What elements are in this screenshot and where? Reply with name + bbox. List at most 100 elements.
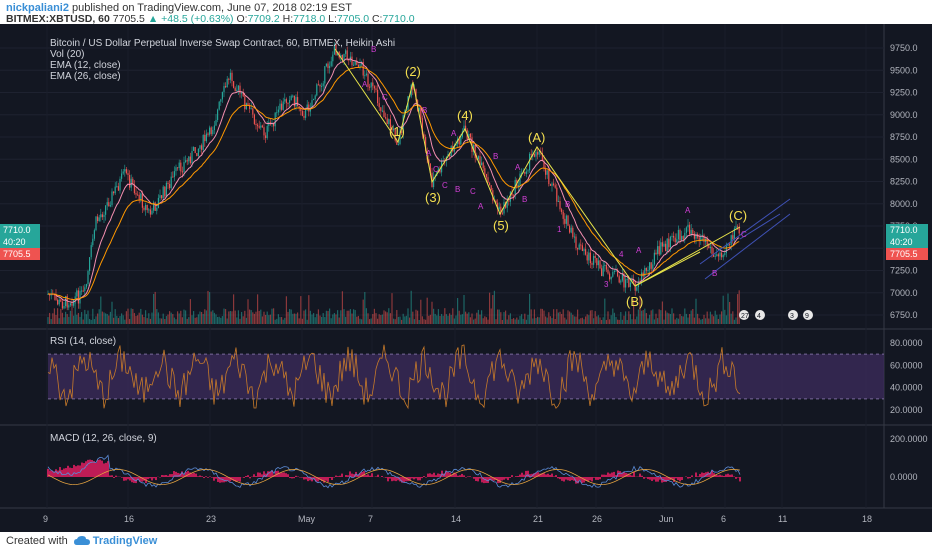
wave-label-b[interactable]: (B) — [626, 294, 643, 309]
candle-body — [690, 229, 692, 235]
event-label[interactable]: 9 — [805, 313, 809, 320]
volume-bar — [682, 316, 684, 324]
candle-body — [145, 204, 147, 210]
sub-label[interactable]: C — [470, 187, 476, 196]
wave-label-2[interactable]: (2) — [405, 64, 421, 79]
event-marker[interactable] — [755, 310, 765, 320]
main-legend[interactable]: Bitcoin / US Dollar Perpetual Inverse Sw… — [50, 38, 395, 82]
sub-label[interactable]: A — [636, 246, 642, 255]
sub-label[interactable]: C — [741, 230, 747, 239]
volume-bar — [412, 311, 414, 324]
candle-body — [341, 54, 343, 60]
candle-body — [178, 162, 180, 169]
macd-histogram-bar — [687, 477, 689, 479]
sub-label[interactable]: B — [712, 269, 717, 278]
author-link[interactable]: nickpaliani2 — [6, 2, 69, 14]
sub-label[interactable]: A — [426, 149, 432, 158]
sub-label[interactable]: C — [433, 165, 439, 174]
sub-label[interactable]: B — [522, 195, 527, 204]
macd-histogram-bar — [433, 472, 435, 477]
macd-histogram-bar — [69, 467, 71, 477]
legend-title[interactable]: Bitcoin / US Dollar Perpetual Inverse Sw… — [50, 38, 396, 49]
candle-body — [508, 200, 510, 202]
sub-label[interactable]: 1 — [557, 225, 562, 234]
sub-label[interactable]: B — [422, 106, 427, 115]
wave-label-a[interactable]: (A) — [528, 130, 545, 145]
channel-upper[interactable] — [699, 198, 791, 265]
sub-label[interactable]: B — [371, 45, 376, 54]
sub-label[interactable]: 4 — [619, 250, 624, 259]
volume-bar — [229, 310, 231, 324]
sub-wave-labels[interactable]: B A C B A C C B A C A B A B 1 B 3 4 A B … — [362, 45, 747, 289]
legend-rsi[interactable]: RSI (14, close) — [50, 336, 117, 347]
tradingview-logo[interactable]: TradingView — [73, 535, 158, 547]
macd-histogram-bar — [83, 463, 85, 477]
wave-label-c[interactable]: (C) — [729, 208, 747, 223]
wave-label-3[interactable]: (3) — [425, 190, 441, 205]
candle-body — [381, 110, 383, 112]
event-marker[interactable] — [788, 310, 798, 320]
event-label[interactable]: 27 — [741, 313, 749, 320]
legend-volume[interactable]: Vol (20) — [50, 49, 85, 60]
candle-body — [295, 97, 297, 107]
sub-label[interactable]: C — [382, 93, 388, 102]
macd-histogram-bar — [161, 475, 163, 477]
channel-lower[interactable] — [704, 213, 791, 280]
chart-area[interactable]: (1) (2) (3) (4) (5) (A) (B) (C) B A C B … — [0, 24, 932, 532]
candle-body — [127, 173, 129, 176]
tradingview-brand[interactable]: TradingView — [92, 535, 158, 547]
sub-label[interactable]: A — [515, 163, 521, 172]
macd-histogram-bar — [183, 474, 185, 477]
sub-label[interactable]: 3 — [604, 280, 609, 289]
candle-body — [495, 200, 497, 203]
sub-label[interactable]: A — [451, 129, 457, 138]
wave-path[interactable] — [334, 48, 741, 287]
rsi-axis[interactable]: 80.0000 60.0000 40.0000 20.0000 — [890, 338, 923, 415]
chart-canvas[interactable]: (1) (2) (3) (4) (5) (A) (B) (C) B A C B … — [0, 24, 932, 532]
event-label[interactable]: 3 — [790, 313, 794, 320]
sub-label[interactable]: B — [455, 185, 460, 194]
sub-label[interactable]: B — [493, 152, 498, 161]
wave-b-c-line[interactable] — [634, 251, 701, 287]
channel-lines[interactable] — [699, 198, 791, 280]
volume-bar — [76, 314, 78, 324]
macd-histogram-bar — [467, 476, 469, 477]
time-axis[interactable]: 9 16 23 May 7 14 21 26 Jun 6 11 18 — [43, 514, 872, 524]
macd-histogram-bar — [451, 474, 453, 477]
wave-labels[interactable]: (1) (2) (3) (4) (5) (A) (B) (C) — [389, 64, 747, 309]
wave-label-5[interactable]: (5) — [493, 218, 509, 233]
volume-bar — [665, 310, 667, 324]
candle-body — [717, 254, 719, 257]
legend-ema12[interactable]: EMA (12, close) — [50, 60, 121, 71]
candle-body — [567, 215, 569, 226]
candle-body — [148, 209, 150, 211]
candle-body — [548, 170, 550, 185]
legend-ema26[interactable]: EMA (26, close) — [50, 71, 121, 82]
channel-mid[interactable] — [739, 213, 781, 240]
event-markers[interactable]: 27 4 3 9 — [739, 310, 813, 320]
sub-label[interactable]: A — [685, 206, 691, 215]
volume-bar — [585, 316, 587, 324]
sub-label[interactable]: A — [478, 202, 484, 211]
legend-macd[interactable]: MACD (12, 26, close, 9) — [50, 433, 157, 444]
macd-histogram-bar — [237, 477, 239, 482]
volume-bar — [92, 308, 94, 324]
volume-bar — [148, 313, 150, 324]
wave-lines[interactable] — [334, 48, 741, 287]
sub-label[interactable]: B — [565, 200, 570, 209]
volume-bar — [393, 318, 395, 324]
macd-histogram-bar — [595, 477, 597, 480]
macd-axis[interactable]: 200.0000 0.0000 — [890, 434, 928, 482]
price-axis[interactable]: 9750.0 9500.0 9250.0 9000.0 8750.0 8500.0 8250… — [890, 43, 918, 320]
event-marker[interactable] — [803, 310, 813, 320]
volume-bar — [207, 290, 209, 324]
volume-bar — [637, 309, 639, 324]
wave-label-4[interactable]: (4) — [457, 108, 473, 123]
candle-body — [501, 212, 503, 214]
price-tick: 9750.0 — [890, 43, 918, 53]
sub-label[interactable]: A — [362, 80, 368, 89]
event-marker[interactable] — [739, 310, 749, 320]
event-label[interactable]: 4 — [757, 313, 761, 320]
sub-label[interactable]: C — [442, 181, 448, 190]
wave-label-1[interactable]: (1) — [389, 124, 405, 139]
